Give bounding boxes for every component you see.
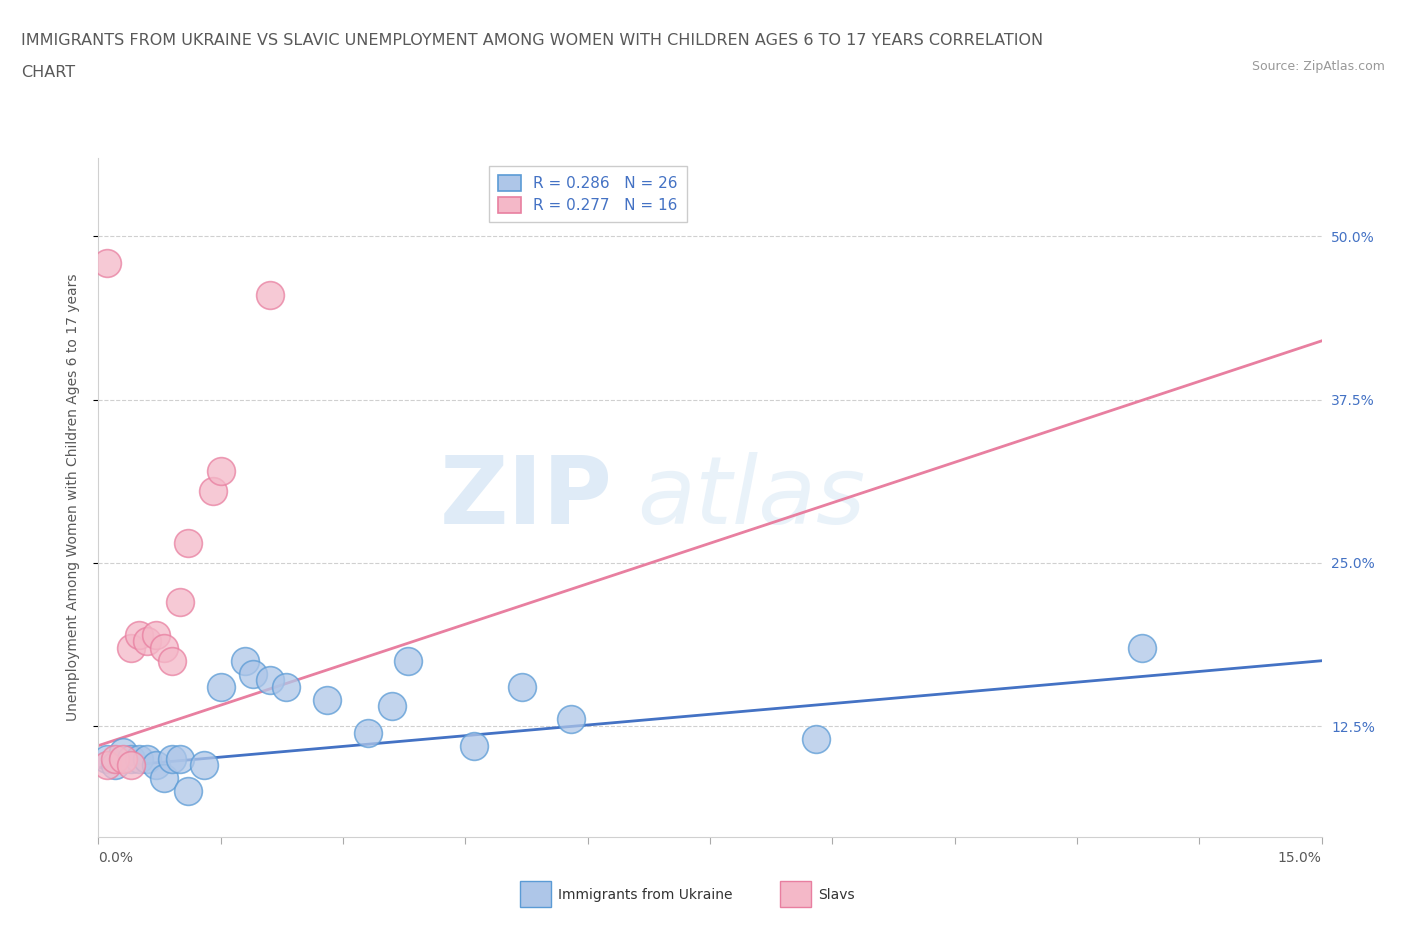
Point — [160, 751, 183, 766]
Text: ZIP: ZIP — [439, 452, 612, 543]
Point — [160, 653, 183, 668]
Text: atlas: atlas — [637, 452, 865, 543]
Text: 15.0%: 15.0% — [1278, 851, 1322, 865]
Point — [128, 751, 150, 766]
Point — [152, 771, 174, 786]
Point — [274, 680, 297, 695]
Point — [120, 758, 142, 773]
Point — [193, 758, 215, 773]
Point — [111, 745, 134, 760]
Point — [259, 673, 281, 688]
Point — [169, 594, 191, 609]
Point — [120, 751, 142, 766]
Point — [512, 680, 534, 695]
Point — [96, 751, 118, 766]
Point — [560, 712, 582, 727]
Text: Slavs: Slavs — [818, 887, 855, 902]
Point — [96, 255, 118, 270]
Point — [111, 751, 134, 766]
Point — [242, 667, 264, 682]
Point — [136, 751, 159, 766]
Point — [209, 680, 232, 695]
Point — [104, 751, 127, 766]
Point — [209, 464, 232, 479]
Point — [201, 484, 224, 498]
Point — [804, 732, 827, 747]
Text: IMMIGRANTS FROM UKRAINE VS SLAVIC UNEMPLOYMENT AMONG WOMEN WITH CHILDREN AGES 6 : IMMIGRANTS FROM UKRAINE VS SLAVIC UNEMPL… — [21, 33, 1043, 47]
Point — [120, 640, 142, 655]
Legend: R = 0.286   N = 26, R = 0.277   N = 16: R = 0.286 N = 26, R = 0.277 N = 16 — [489, 166, 686, 222]
Point — [177, 536, 200, 551]
Text: Immigrants from Ukraine: Immigrants from Ukraine — [558, 887, 733, 902]
Text: 0.0%: 0.0% — [98, 851, 134, 865]
Y-axis label: Unemployment Among Women with Children Ages 6 to 17 years: Unemployment Among Women with Children A… — [66, 273, 80, 722]
Point — [128, 627, 150, 642]
Point — [96, 758, 118, 773]
Point — [1130, 640, 1153, 655]
Text: Source: ZipAtlas.com: Source: ZipAtlas.com — [1251, 60, 1385, 73]
Point — [356, 725, 378, 740]
Point — [104, 758, 127, 773]
Point — [259, 287, 281, 302]
Point — [463, 738, 485, 753]
Point — [145, 627, 167, 642]
Point — [381, 699, 404, 714]
Point — [152, 640, 174, 655]
Point — [233, 653, 256, 668]
Point — [315, 693, 337, 708]
Point — [396, 653, 419, 668]
Point — [169, 751, 191, 766]
Point — [177, 784, 200, 799]
Point — [145, 758, 167, 773]
Text: CHART: CHART — [21, 65, 75, 80]
Point — [136, 633, 159, 648]
